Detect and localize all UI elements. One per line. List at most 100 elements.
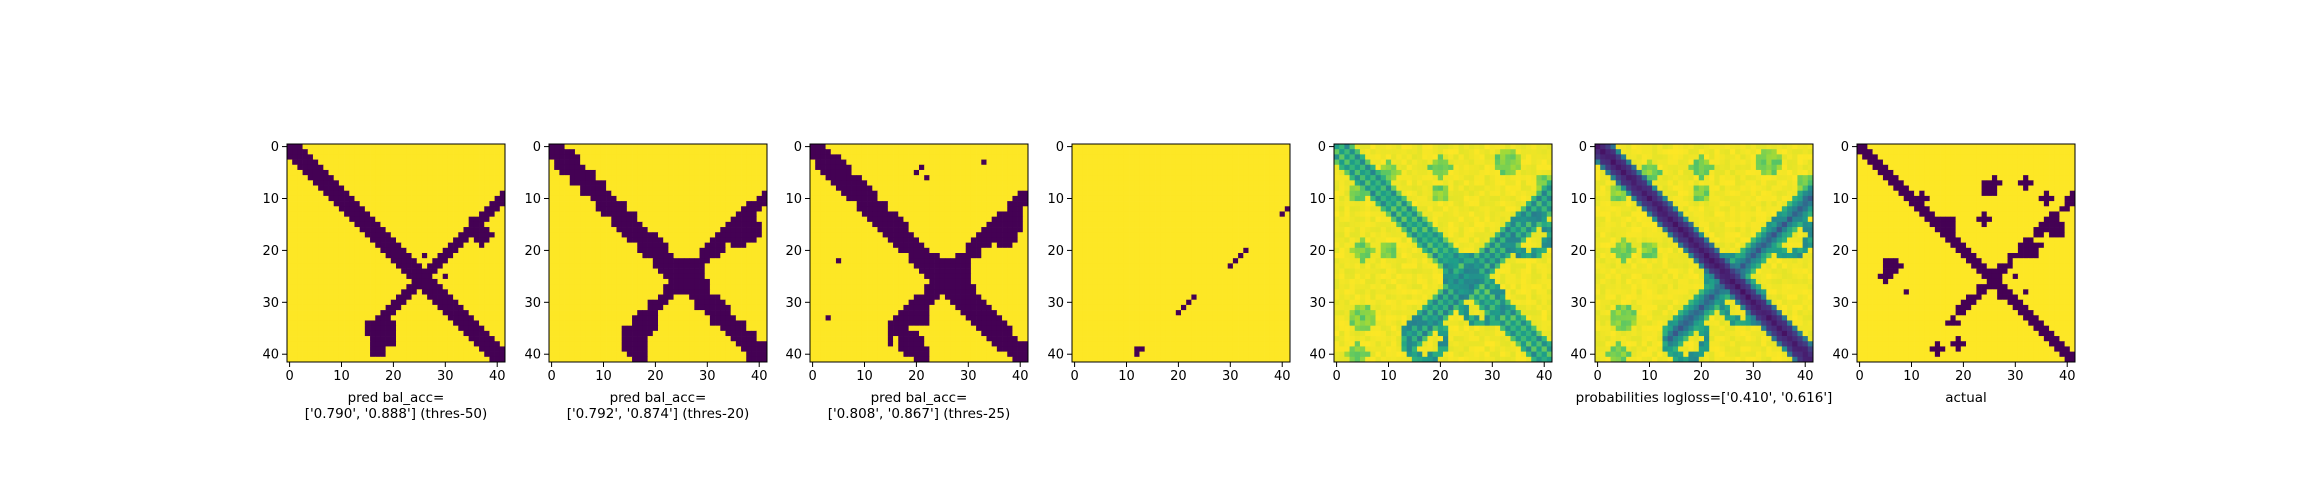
heatmap-cell — [893, 294, 899, 301]
heatmap-cell — [1022, 201, 1029, 207]
heatmap-cell — [427, 330, 433, 337]
heatmap-cell — [606, 154, 612, 160]
heatmap-cell — [302, 253, 309, 259]
heatmap-cell — [333, 154, 340, 160]
heatmap-cell — [468, 268, 475, 275]
heatmap-cell — [323, 175, 329, 181]
heatmap-cell — [893, 190, 899, 197]
heatmap-cell — [574, 356, 581, 363]
heatmap-cell — [432, 325, 438, 332]
heatmap-cell — [499, 247, 506, 254]
heatmap-cell — [590, 206, 597, 212]
heatmap-cell — [893, 159, 899, 166]
heatmap-cell — [479, 284, 485, 290]
heatmap-cell — [390, 356, 397, 363]
heatmap-cell — [287, 310, 293, 316]
heatmap-cell — [621, 247, 628, 254]
heatmap-cell — [354, 351, 361, 358]
heatmap-cell — [333, 185, 340, 192]
heatmap-cell — [715, 253, 721, 259]
heatmap-cells — [549, 144, 768, 363]
heatmap-cell — [647, 144, 654, 150]
heatmap-cell — [820, 278, 826, 285]
heatmap-cell — [1022, 159, 1029, 166]
heatmap-cell — [468, 185, 475, 192]
heatmap-cell — [411, 185, 418, 192]
heatmap-cell — [856, 247, 863, 254]
heatmap-cell — [810, 206, 816, 212]
heatmap-cell — [1007, 247, 1013, 254]
heatmap-cell — [564, 242, 571, 249]
heatmap-cell — [835, 299, 842, 306]
heatmap-cell — [846, 310, 852, 316]
heatmap-cell — [1007, 258, 1013, 264]
heatmap-cell — [554, 299, 560, 306]
heatmap-cell — [741, 268, 747, 275]
heatmap-cell — [489, 336, 495, 342]
heatmap-cell — [867, 299, 873, 306]
heatmap-cell — [338, 294, 345, 301]
heatmap-cell — [647, 258, 654, 264]
heatmap-cell — [761, 242, 768, 249]
heatmap-cell — [981, 242, 987, 249]
heatmap-cell — [569, 346, 576, 352]
heatmap-cell — [887, 253, 894, 259]
heatmap-cell — [600, 232, 607, 238]
heatmap-cell — [370, 221, 376, 228]
heatmap-cell — [647, 221, 654, 228]
heatmap-cell — [887, 180, 894, 186]
heatmap-cell — [678, 253, 685, 259]
heatmap-cell — [689, 190, 695, 197]
heatmap-cell — [458, 185, 464, 192]
heatmap-cell — [981, 268, 987, 275]
heatmap-cell — [559, 221, 565, 228]
heatmap-cell — [673, 304, 680, 311]
heatmap-cell — [1012, 253, 1018, 259]
heatmap-cell — [986, 201, 993, 207]
heatmap-cell — [720, 201, 726, 207]
heatmap-cell — [709, 221, 716, 228]
heatmap-cell — [1002, 169, 1008, 176]
heatmap-cell — [1007, 216, 1013, 223]
heatmap-cell — [841, 216, 847, 223]
heatmap-cell — [851, 273, 858, 280]
heatmap-cell — [396, 336, 402, 342]
heatmap-cell — [447, 159, 454, 166]
heatmap-cell — [458, 237, 464, 243]
heatmap-cell — [554, 206, 560, 212]
heatmap-cell — [735, 169, 742, 176]
heatmap-cell — [479, 325, 485, 332]
heatmap-cell — [867, 190, 873, 197]
heatmap-cell — [416, 346, 423, 352]
heatmap-cell — [924, 221, 930, 228]
heatmap-cell — [835, 232, 842, 238]
heatmap-cell — [893, 284, 899, 290]
heatmap-cell — [385, 190, 392, 197]
heatmap-cell — [709, 268, 716, 275]
heatmap-cell — [453, 346, 459, 352]
heatmap-cell — [479, 289, 485, 295]
heatmap-cell — [349, 206, 355, 212]
heatmap-cell — [302, 195, 309, 202]
heatmap-cell — [1012, 159, 1018, 166]
heatmap-cell — [919, 253, 925, 259]
heatmap-cell — [991, 149, 998, 155]
heatmap-cell — [950, 253, 956, 259]
heatmap-cell — [683, 216, 690, 223]
heatmap-cell — [730, 164, 737, 171]
heatmap-cell — [432, 263, 438, 269]
heatmap-cell — [390, 346, 397, 352]
heatmap-cell — [991, 159, 998, 166]
heatmap-cell — [574, 159, 581, 166]
heatmap-cell — [846, 273, 852, 280]
heatmap-cell — [913, 278, 920, 285]
heatmap-cell — [606, 149, 612, 155]
heatmap-cell — [463, 351, 470, 358]
heatmap-cell — [559, 154, 565, 160]
heatmap-cell — [955, 227, 961, 233]
heatmap-cell — [867, 310, 873, 316]
heatmap-cell — [1017, 253, 1024, 259]
heatmap-cell — [934, 268, 941, 275]
heatmap-cell — [715, 258, 721, 264]
heatmap-cell — [741, 325, 747, 332]
